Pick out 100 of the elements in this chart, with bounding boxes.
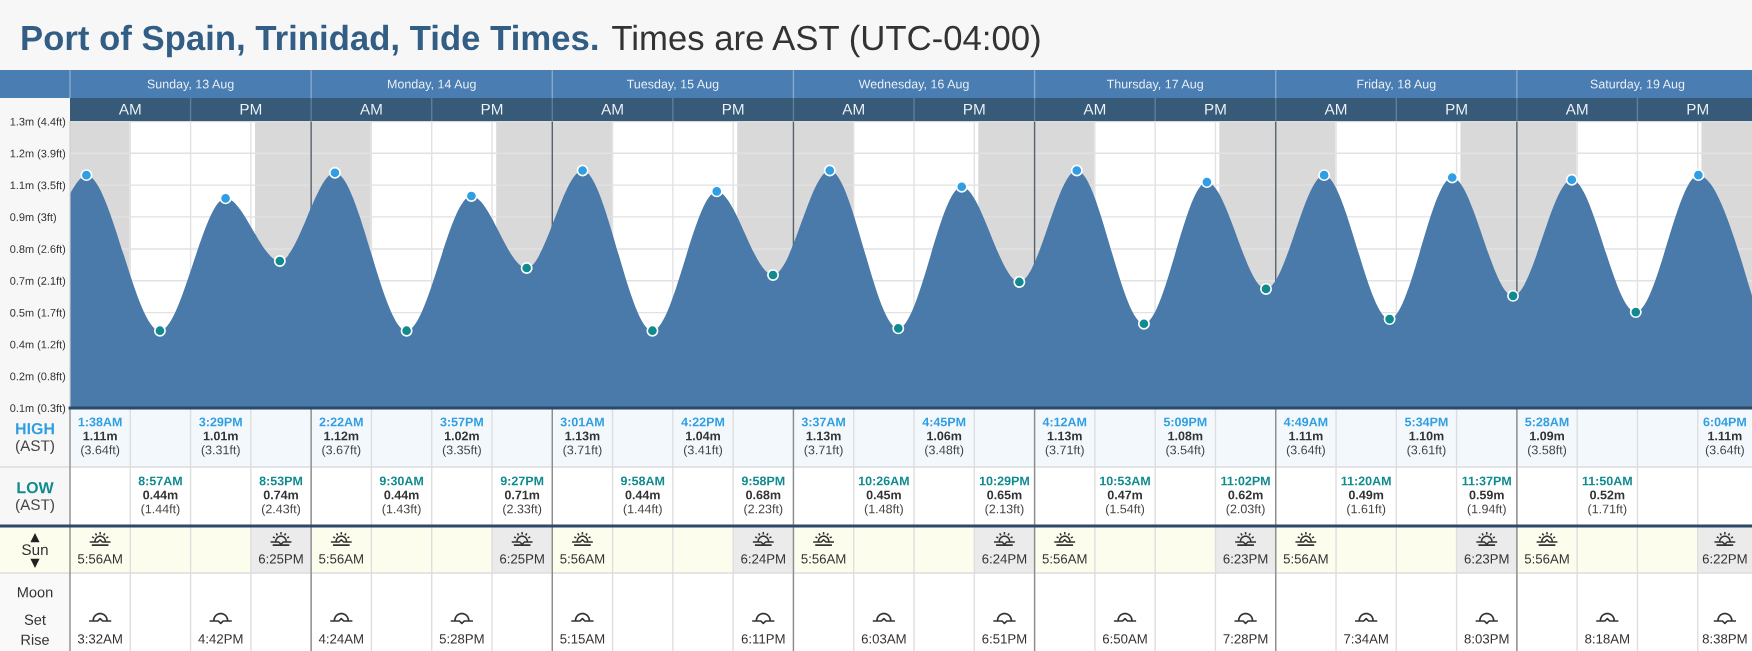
text: 4:12AM 1.13m (3.71ft) [1042, 417, 1087, 457]
text: 6:24PM [741, 554, 785, 564]
text: 6:23PM [1223, 554, 1268, 564]
y-tick-label: 0.1m [10, 404, 34, 413]
text: LOW (AST) [16, 481, 54, 514]
text: 3:57PM 1.02m (3.35ft) [440, 417, 483, 457]
text: HIGH (AST) [16, 422, 54, 455]
text: AM [118, 103, 141, 115]
y2-tick-label: (2.6ft) [37, 244, 66, 256]
text: 10:29PM 0.65m (2.13ft) [979, 476, 1029, 516]
y-tick-label: 0.2m [10, 372, 34, 381]
y2-tick-label: (0.3ft) [37, 404, 66, 415]
text: PM [1205, 103, 1226, 115]
text: PM [964, 103, 985, 115]
y-tick-label: 0.8m [10, 245, 34, 254]
x-tick-label: Tuesday, 15 Aug [626, 79, 719, 91]
y2-tick-label: (1.2ft) [37, 340, 66, 351]
text: PM [240, 103, 262, 115]
x-tick-label: Friday, 18 Aug [1357, 79, 1436, 91]
text: PM [481, 103, 503, 115]
text: 8:57AM 0.44m (1.44ft) [138, 476, 182, 516]
text: 4:45PM 1.06m (3.48ft) [922, 417, 966, 457]
text: 8:38PM [1702, 634, 1747, 644]
y2-tick-label: (3.5ft) [37, 181, 66, 192]
text: 6:11PM [741, 634, 785, 644]
text: 3:01AM 1.13m (3.71ft) [560, 417, 604, 457]
x-tick-label: Sunday, 13 Aug [147, 79, 234, 91]
text: 6:23PM [1464, 554, 1509, 564]
text: AM [1083, 103, 1106, 115]
text: 11:02PM 0.62m (2.03ft) [1221, 476, 1270, 516]
y-tick-label: 1.3m [10, 117, 34, 126]
text: 6:25PM [258, 554, 303, 564]
x-tick-label: Thursday, 17 Aug [1106, 79, 1203, 91]
text: 6:50AM [1102, 634, 1147, 644]
text: 6:25PM [500, 554, 544, 564]
text: 9:58PM 0.68m (2.23ft) [741, 476, 785, 516]
x-tick-label: Monday, 14 Aug [388, 79, 476, 91]
text: 6:51PM [982, 634, 1027, 644]
text: PM [1687, 103, 1708, 115]
text: 7:28PM [1223, 634, 1268, 644]
text: 5:56AM [1524, 554, 1569, 564]
text: 1:38AM 1.11m (3.64ft) [78, 417, 122, 457]
text: 10:53AM 0.47m (1.54ft) [1100, 476, 1150, 516]
chart-subtitle: Times are AST (UTC-04:00) [612, 24, 1040, 58]
y2-tick-label: (3.9ft) [37, 149, 66, 160]
text: 5:56AM [319, 554, 363, 564]
x-tick-label: Saturday, 19 Aug [1590, 79, 1685, 91]
text: 7:34AM [1344, 634, 1388, 644]
text: 6:22PM [1702, 554, 1747, 564]
x-tick-label: Wednesday, 16 Aug [858, 79, 969, 91]
text: 5:56AM [1042, 554, 1087, 564]
text: 6:03AM [861, 634, 906, 644]
text: 4:24AM [318, 634, 363, 644]
text: 5:28AM 1.09m (3.58ft) [1525, 417, 1569, 457]
y-tick-label: 0.5m [10, 308, 34, 317]
text: 5:56AM [560, 554, 605, 564]
text: 9:27PM 0.71m (2.33ft) [500, 476, 544, 516]
text: AM [1565, 103, 1588, 115]
text: PM [1446, 103, 1467, 115]
text: 3:37AM 1.13m (3.71ft) [801, 417, 845, 457]
text: 5:56AM [1283, 554, 1328, 564]
y-tick-label: 1.2m [10, 149, 34, 158]
text: 5:34PM 1.10m (3.61ft) [1404, 417, 1448, 457]
chart-title: Port of Spain, Trinidad, Tide Times. [22, 24, 598, 58]
y-tick-label: 0.7m [10, 277, 34, 285]
y-tick-label: 1.1m [10, 181, 34, 190]
y-tick-label: 0.9m [10, 213, 34, 222]
text: 5:56AM [77, 554, 122, 564]
text: 8:03PM [1464, 634, 1509, 644]
text: 3:32AM [77, 634, 122, 644]
text: 8:18AM [1585, 634, 1629, 644]
text: Sun [22, 544, 48, 556]
text: 6:04PM 1.11m (3.64ft) [1703, 417, 1746, 457]
y2-tick-label: (3ft) [37, 213, 56, 224]
text: 10:26AM 0.45m (1.48ft) [858, 476, 909, 516]
text: 9:58AM 0.44m (1.44ft) [620, 476, 665, 516]
text: Moon [17, 587, 53, 598]
y-tick-label: 0.4m [10, 340, 34, 349]
text: 9:30AM 0.44m (1.43ft) [379, 476, 423, 516]
text: 3:29PM 1.01m (3.31ft) [199, 417, 242, 457]
text: 2:22AM 1.12m (3.67ft) [319, 417, 363, 457]
text: 6:24PM [982, 554, 1027, 564]
y2-tick-label: (2.1ft) [37, 276, 66, 287]
text: AM [360, 103, 382, 115]
text: AM [1324, 103, 1347, 115]
text: Set [24, 614, 46, 625]
text: AM [601, 103, 623, 115]
text: 4:22PM 1.04m (3.41ft) [681, 417, 725, 457]
text: 8:53PM 0.74m (2.43ft) [259, 476, 303, 516]
text: 4:42PM [198, 634, 243, 644]
text: AM [842, 103, 864, 115]
text: 11:50AM 0.52m (1.71ft) [1582, 476, 1632, 516]
y2-tick-label: (1.7ft) [37, 308, 66, 319]
text: PM [722, 103, 744, 115]
text: 11:37PM 0.59m (1.94ft) [1462, 476, 1511, 516]
text: 5:09PM 1.08m (3.54ft) [1163, 417, 1207, 457]
text: 5:28PM [439, 634, 484, 644]
text: 4:49AM 1.11m (3.64ft) [1283, 417, 1328, 457]
text: 11:20AM 0.49m (1.61ft) [1341, 476, 1391, 516]
text: 5:15AM [560, 634, 605, 644]
